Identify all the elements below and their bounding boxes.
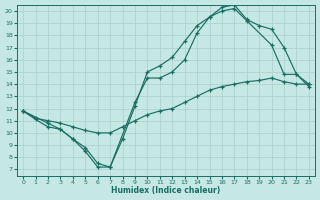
X-axis label: Humidex (Indice chaleur): Humidex (Indice chaleur) [111, 186, 221, 195]
